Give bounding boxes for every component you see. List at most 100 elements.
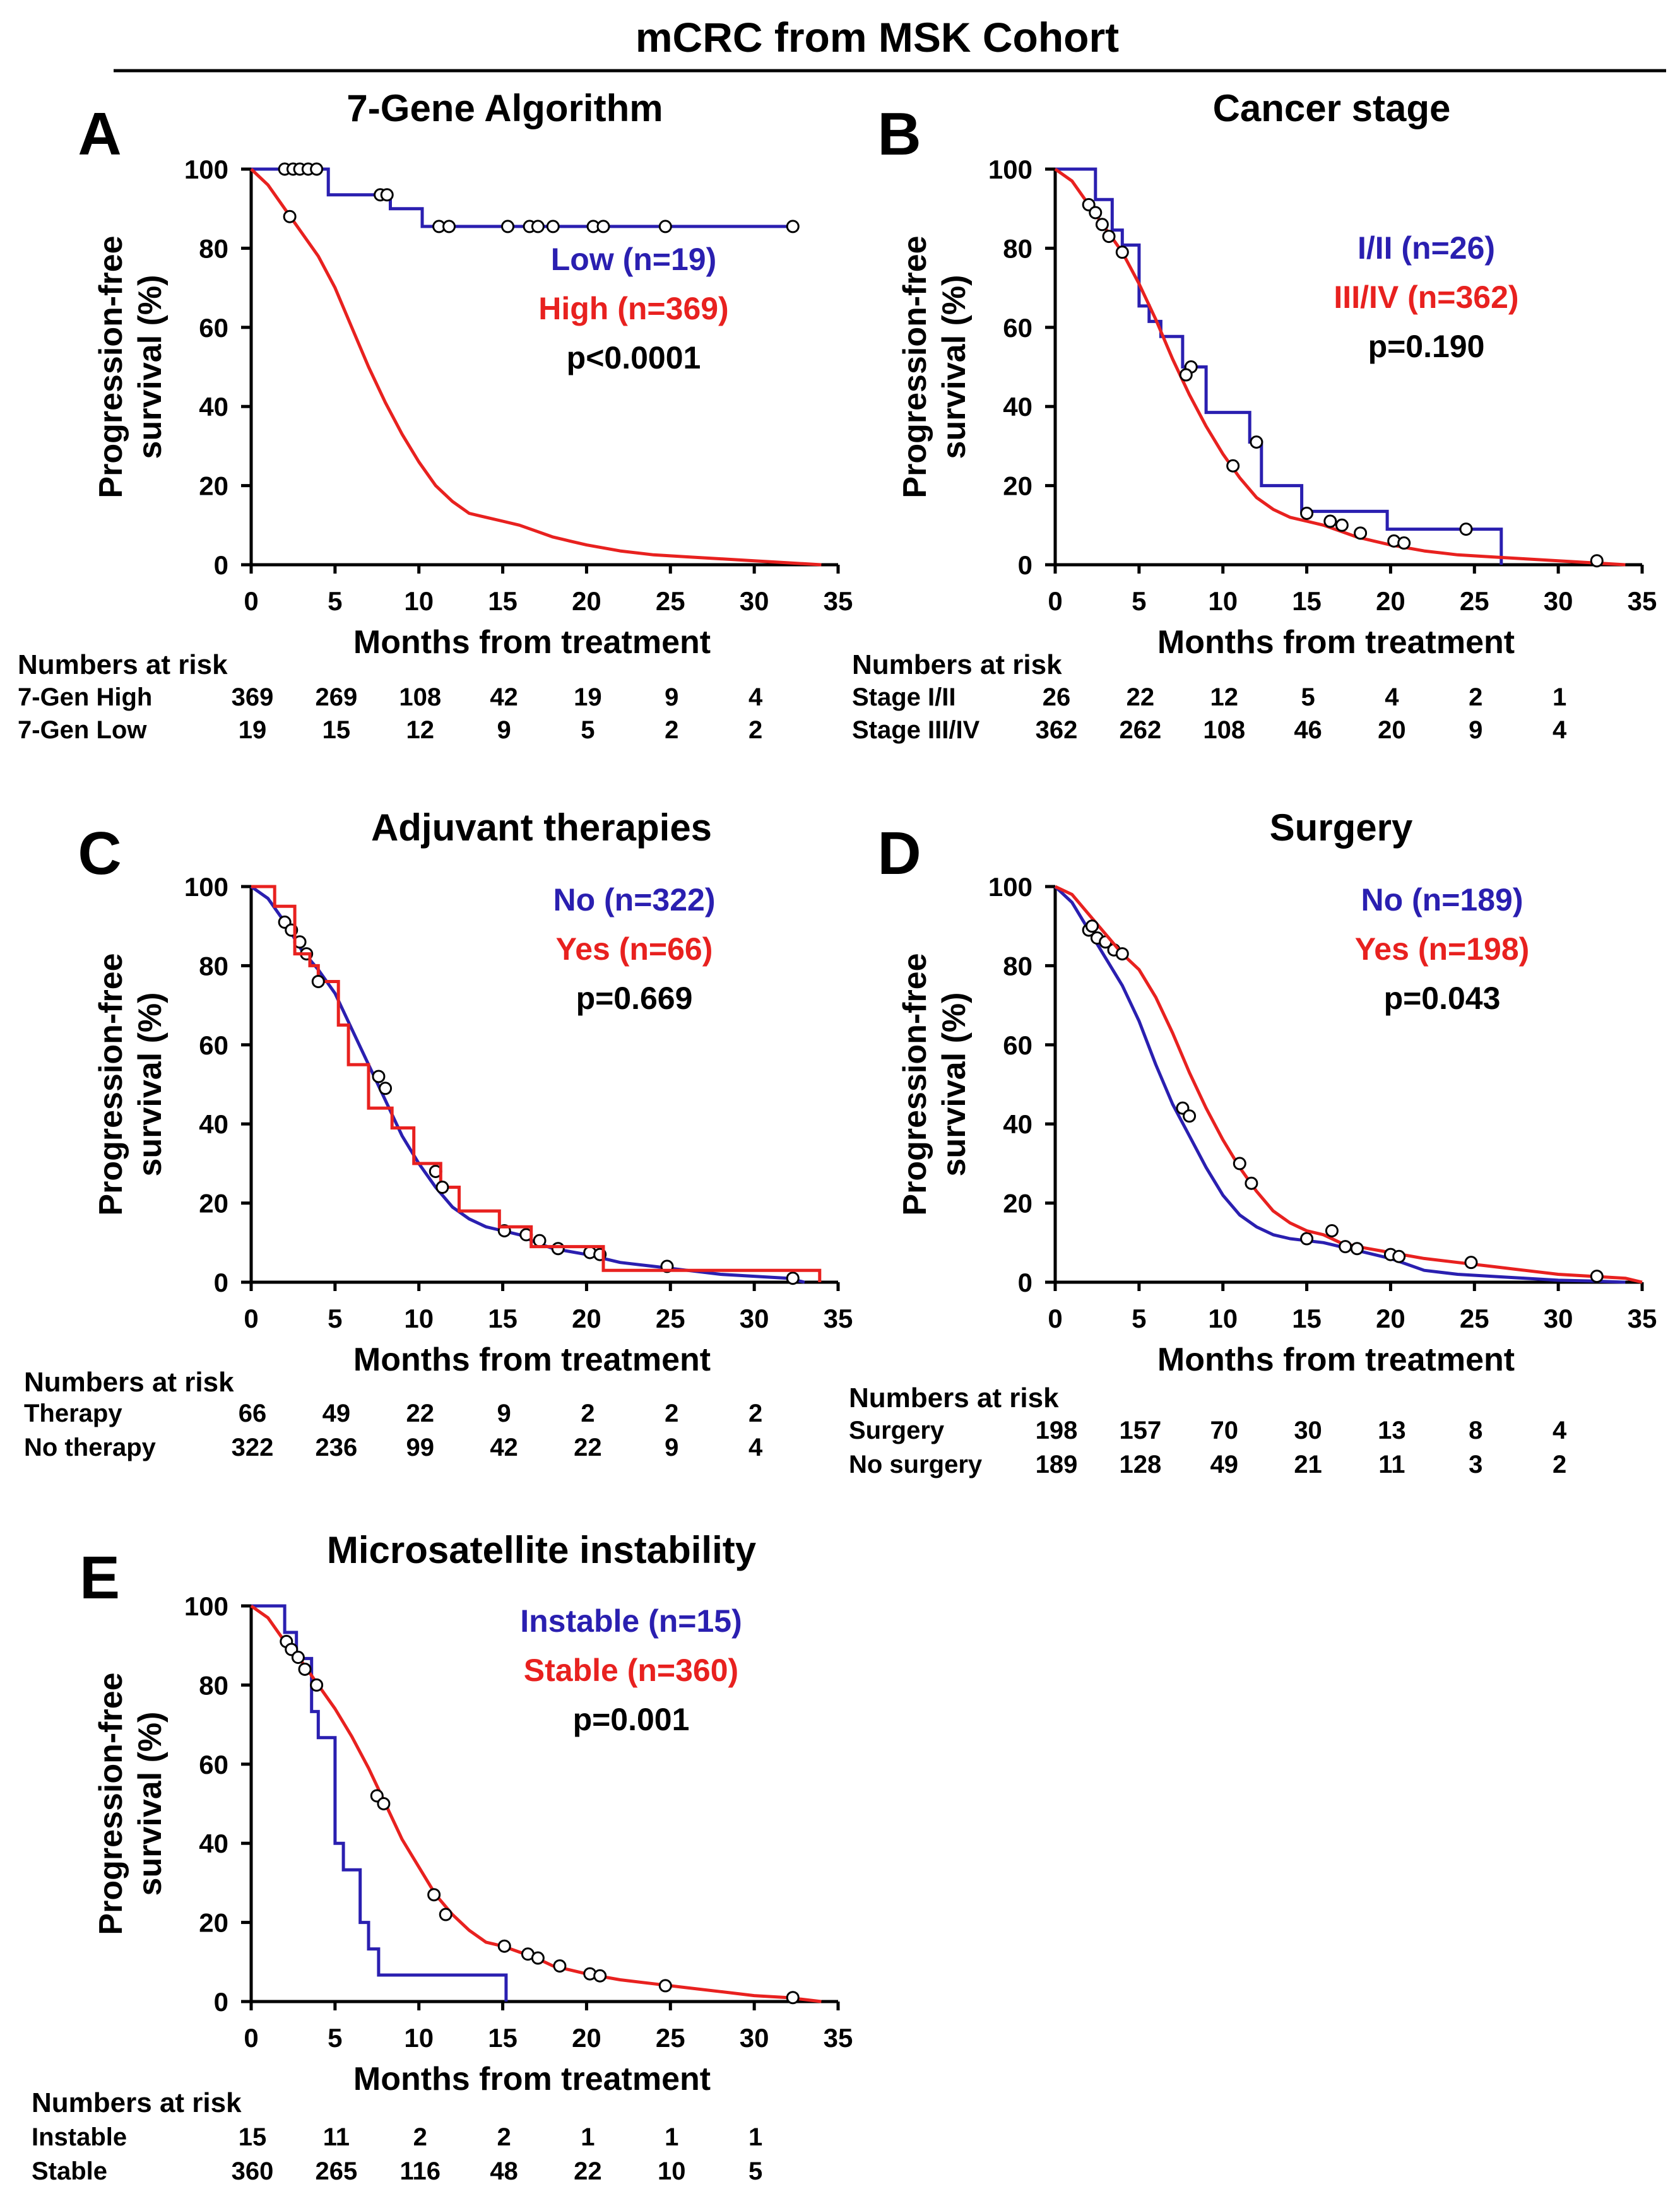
censor-mark <box>283 209 297 223</box>
censor-mark <box>380 188 394 202</box>
x-tick-label: 25 <box>1460 1304 1489 1333</box>
y-tick-label: 60 <box>1003 313 1032 343</box>
risk-value: 99 <box>406 1434 434 1461</box>
censor-mark <box>658 1979 672 1993</box>
censor-mark <box>1350 1242 1364 1256</box>
legend-entry: p<0.0001 <box>567 340 701 375</box>
series-line-red <box>250 168 822 567</box>
y-tick-label: 100 <box>988 872 1032 902</box>
censor-mark <box>1250 435 1263 449</box>
risk-value: 3 <box>1469 1451 1482 1478</box>
risk-value: 42 <box>490 1434 518 1461</box>
x-tick-label: 35 <box>824 2023 853 2053</box>
legend-entry: Instable (n=15) <box>520 1603 742 1639</box>
series-line-blue <box>1055 167 1503 565</box>
y-tick-label: 0 <box>214 550 228 580</box>
risk-value: 2 <box>497 2123 511 2151</box>
censor-mark <box>427 1888 441 1902</box>
x-tick-label: 5 <box>1132 586 1146 616</box>
x-tick-label: 30 <box>740 586 769 616</box>
x-tick-label: 20 <box>1376 1304 1405 1333</box>
risk-value: 189 <box>1036 1451 1078 1478</box>
x-tick-label: 10 <box>404 586 434 616</box>
censor-mark <box>531 1951 545 1965</box>
risk-row-label: Stable <box>32 2157 107 2185</box>
risk-value: 198 <box>1036 1417 1078 1444</box>
series-line-red <box>251 885 822 1282</box>
panel-letter: A <box>78 100 121 168</box>
censor-mark <box>1300 506 1314 520</box>
series-line-blue <box>250 885 805 1284</box>
y-axis-label-line2: survival (%) <box>132 1712 169 1896</box>
risk-value: 11 <box>1378 1451 1405 1478</box>
x-tick-label: 5 <box>328 2023 342 2053</box>
censor-mark <box>497 1939 511 1953</box>
y-axis-label-line1: Progression-free <box>897 235 933 498</box>
risk-value: 4 <box>1385 683 1399 711</box>
censor-mark <box>1233 1157 1246 1171</box>
series-line-blue <box>1054 885 1626 1284</box>
censor-mark <box>1323 514 1337 528</box>
risk-value: 2 <box>581 1400 595 1427</box>
x-axis-label: Months from treatment <box>353 2061 711 2097</box>
x-tick-label: 20 <box>572 586 601 616</box>
legend-entry: p=0.190 <box>1368 329 1485 364</box>
risk-value: 2 <box>1553 1451 1566 1478</box>
y-tick-label: 40 <box>1003 1109 1032 1139</box>
x-tick-label: 0 <box>1048 1304 1062 1333</box>
y-tick-label: 60 <box>199 1750 228 1779</box>
x-axis-label: Months from treatment <box>353 624 711 661</box>
censor-mark <box>786 1991 800 2005</box>
censor-mark <box>311 974 325 988</box>
legend-entry: No (n=322) <box>553 882 715 917</box>
x-tick-label: 30 <box>740 1304 769 1333</box>
risk-table-header: Numbers at risk <box>852 649 1062 680</box>
y-tick-label: 100 <box>184 872 228 902</box>
risk-row-label: Stage III/IV <box>852 716 980 744</box>
risk-value: 42 <box>490 683 518 711</box>
risk-value: 21 <box>1294 1451 1322 1478</box>
risk-value: 369 <box>232 683 274 711</box>
risk-value: 19 <box>574 683 602 711</box>
censor-mark <box>1590 554 1604 568</box>
y-axis-label-line2: survival (%) <box>132 993 169 1177</box>
risk-value: 1 <box>665 2123 678 2151</box>
risk-value: 9 <box>665 683 678 711</box>
x-tick-label: 20 <box>572 1304 601 1333</box>
censor-mark <box>439 1908 453 1921</box>
censor-mark <box>593 1969 607 1983</box>
x-tick-label: 30 <box>1544 1304 1573 1333</box>
risk-value: 108 <box>1203 716 1245 744</box>
censor-mark <box>298 1662 312 1676</box>
panel-letter: E <box>80 1544 120 1612</box>
y-axis-label-line2: survival (%) <box>936 993 973 1177</box>
risk-value: 236 <box>315 1434 357 1461</box>
x-tick-label: 20 <box>1376 586 1405 616</box>
censor-mark <box>1183 1109 1197 1123</box>
censor-mark <box>377 1797 391 1810</box>
risk-value: 128 <box>1119 1451 1161 1478</box>
censor-mark <box>1325 1224 1339 1237</box>
series-line-red <box>1054 885 1643 1284</box>
risk-value: 20 <box>1378 716 1406 744</box>
censor-mark <box>596 220 610 233</box>
chart-title: Surgery <box>1270 806 1413 849</box>
risk-table-header: Numbers at risk <box>32 2087 242 2118</box>
panel-letter: B <box>877 100 921 168</box>
y-tick-label: 40 <box>199 1109 228 1139</box>
legend-entry: I/II (n=26) <box>1358 230 1495 266</box>
risk-value: 1 <box>748 2123 762 2151</box>
censor-mark <box>1590 1270 1604 1283</box>
x-tick-label: 25 <box>656 586 685 616</box>
x-tick-label: 5 <box>328 1304 342 1333</box>
censor-mark <box>1459 522 1473 536</box>
y-tick-label: 80 <box>1003 233 1032 263</box>
x-tick-label: 15 <box>1292 586 1322 616</box>
censor-mark <box>1115 947 1129 961</box>
x-tick-label: 35 <box>1628 1304 1657 1333</box>
risk-value: 8 <box>1469 1417 1482 1444</box>
panel-d: D Surgery 0 20 40 60 80 100 0 5 10 15 20 25 30 35 Months… <box>849 806 1657 1478</box>
risk-value: 1 <box>581 2123 595 2151</box>
y-axis-label-line2: survival (%) <box>132 275 169 459</box>
